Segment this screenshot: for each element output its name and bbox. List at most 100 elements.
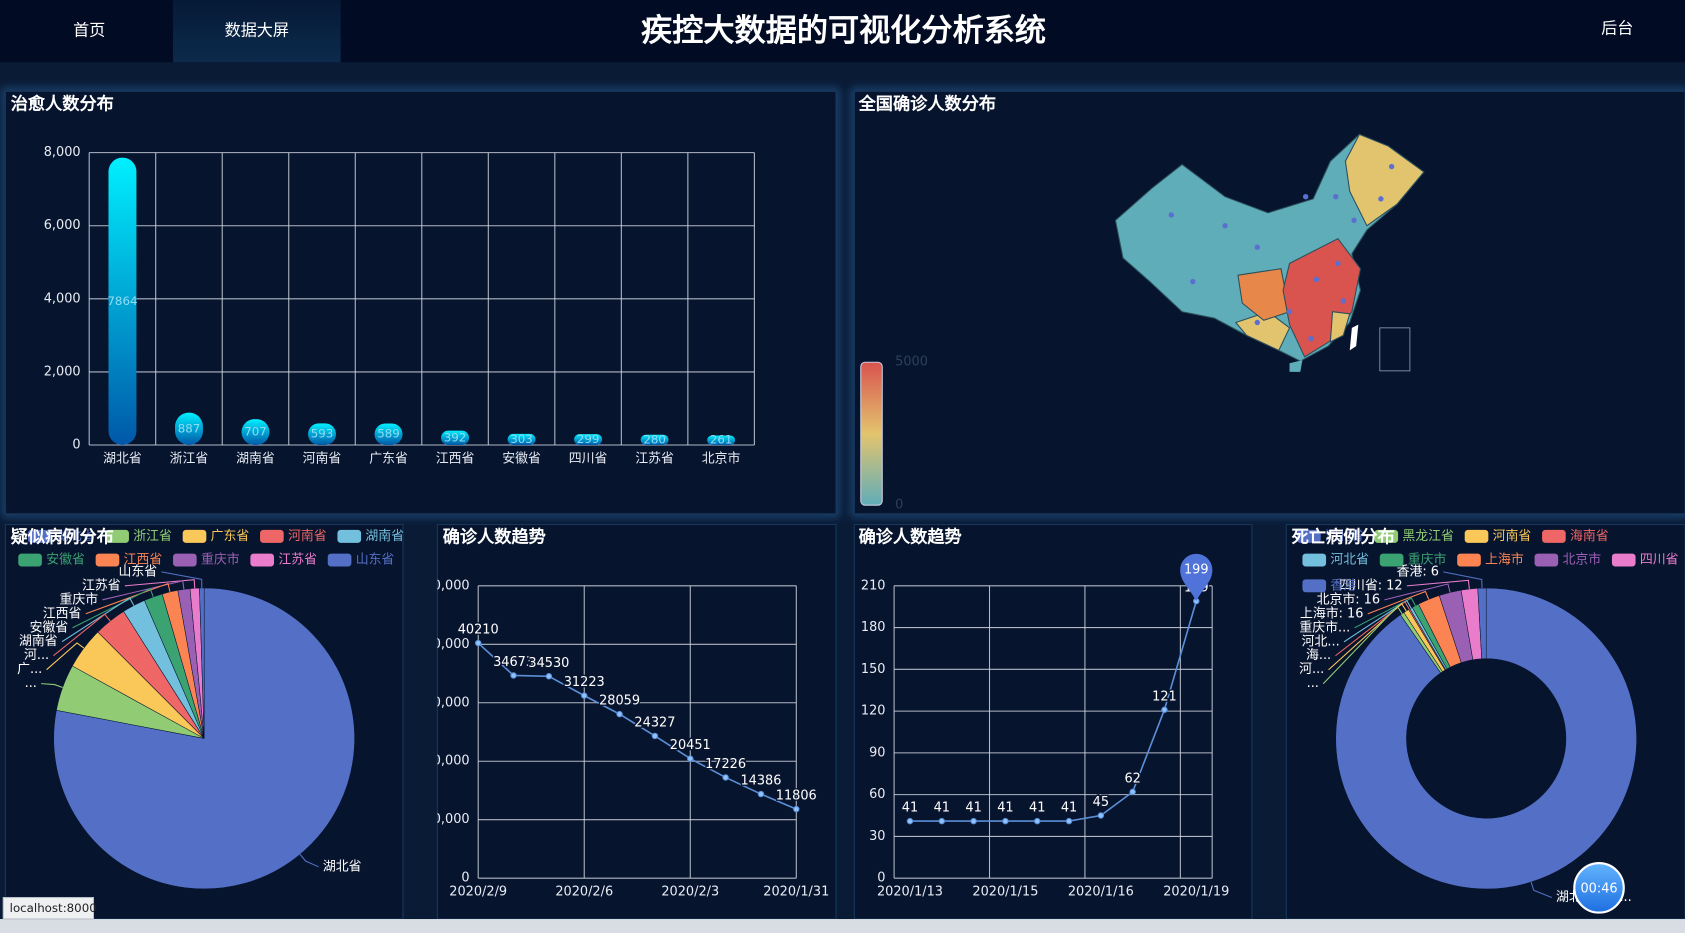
- y-tick-label: 90: [869, 745, 885, 760]
- x-tick-label: 四川省: [569, 451, 608, 466]
- legend-swatch[interactable]: [1297, 529, 1321, 543]
- legend-swatch[interactable]: [327, 553, 352, 567]
- nav-tab-active[interactable]: [173, 0, 341, 63]
- visual-map-min: 0: [895, 498, 903, 513]
- slice-label: 香港: 6: [1397, 564, 1439, 579]
- bar: [108, 157, 137, 446]
- label-line: [72, 588, 154, 629]
- legend-swatch[interactable]: [1542, 529, 1566, 543]
- line-point: [616, 710, 623, 718]
- bar-value-label: 392: [444, 430, 467, 444]
- bar: [574, 434, 603, 446]
- x-tick-label: 2020/2/3: [661, 885, 719, 900]
- legend-label: 河南省: [288, 528, 327, 544]
- point-label: 45: [1093, 795, 1109, 810]
- legend-swatch[interactable]: [18, 553, 42, 567]
- legend-swatch[interactable]: [173, 553, 197, 567]
- label-line: [61, 597, 135, 643]
- pie-slice: [53, 587, 355, 890]
- legend-swatch[interactable]: [337, 529, 362, 543]
- x-tick-label: 2020/1/31: [763, 885, 829, 900]
- y-tick-label: 6,000: [44, 218, 81, 233]
- china-map: [1114, 133, 1425, 372]
- label-line: [124, 579, 196, 589]
- legend-swatch[interactable]: [182, 529, 207, 543]
- nav-screen[interactable]: 数据大屏: [225, 21, 289, 40]
- label-line: [1443, 571, 1483, 589]
- label-line: [85, 582, 171, 615]
- bar-value-label: 593: [311, 427, 334, 441]
- x-tick-label: 河南省: [303, 450, 342, 466]
- label-line: [46, 642, 85, 671]
- legend-swatch[interactable]: [1302, 553, 1327, 567]
- legend-swatch[interactable]: [1374, 529, 1399, 543]
- line-point: [651, 732, 659, 740]
- legend-swatch[interactable]: [1464, 529, 1489, 543]
- slice-label: 重庆市...: [1299, 619, 1350, 635]
- point-label: 28059: [599, 694, 640, 709]
- legend-swatch[interactable]: [1302, 579, 1327, 593]
- pie-slice: [1335, 587, 1637, 890]
- line-point: [687, 755, 694, 762]
- map-region[interactable]: [1344, 133, 1425, 227]
- slice-label: 河...: [24, 648, 49, 663]
- visual-map-bar[interactable]: [860, 361, 883, 506]
- label-line: [41, 683, 63, 688]
- point-label: 41: [934, 801, 950, 816]
- slice-label: 重庆市: [60, 591, 99, 607]
- legend-swatch[interactable]: [260, 529, 284, 543]
- point-label: 34530: [528, 656, 569, 671]
- legend-swatch[interactable]: [1379, 553, 1404, 567]
- legend-swatch[interactable]: [105, 529, 129, 543]
- legend-swatch[interactable]: [1457, 553, 1481, 567]
- bar-value-label: 707: [244, 425, 267, 439]
- legend-label: 广东省: [211, 529, 250, 544]
- bar-value-label: 280: [643, 432, 666, 446]
- y-tick-label: 30,000: [425, 695, 470, 710]
- y-tick-label: 50,000: [425, 578, 470, 593]
- nav-admin[interactable]: 后台: [1601, 19, 1633, 38]
- legend-swatch[interactable]: [27, 529, 52, 543]
- map-dots: [1168, 163, 1395, 342]
- bar-value-label: 299: [577, 432, 600, 446]
- y-tick-label: 180: [861, 620, 886, 635]
- bar: [308, 423, 336, 446]
- label-line: [1343, 599, 1412, 643]
- line-point: [757, 790, 765, 798]
- map-region[interactable]: [1329, 311, 1351, 343]
- y-tick-label: 10,000: [425, 812, 470, 827]
- bar: [640, 434, 669, 446]
- bar: [707, 435, 736, 446]
- label-line: [1406, 579, 1470, 589]
- line-point: [970, 817, 977, 825]
- timer[interactable]: [1573, 862, 1625, 914]
- nav-home[interactable]: 首页: [73, 21, 105, 40]
- map-region[interactable]: [1237, 268, 1291, 321]
- y-tick-label: 8,000: [44, 145, 81, 160]
- legend-label: 河北省: [1330, 553, 1369, 568]
- map-region[interactable]: [1289, 360, 1303, 372]
- point-label: 41: [902, 801, 918, 816]
- label-line: [161, 571, 203, 588]
- x-tick-label: 江苏省: [635, 450, 674, 466]
- legend-label: 河南省: [1493, 528, 1532, 544]
- map-region[interactable]: [1349, 324, 1359, 351]
- y-tick-label: 30: [869, 829, 885, 844]
- legend-swatch[interactable]: [95, 553, 120, 567]
- legend-swatch[interactable]: [1611, 553, 1636, 567]
- bar-chart: 0 2,000 4,000 6,000 8,000 7864 湖北省 887 浙江省 707 湖南省…: [44, 145, 755, 466]
- legend-label: 上海市: [1485, 552, 1524, 568]
- legend-swatch[interactable]: [1534, 553, 1559, 567]
- panel-title: 确诊人数趋势: [859, 526, 962, 547]
- y-tick-label: 4,000: [44, 291, 81, 306]
- slice-label: 湖南省: [19, 633, 58, 649]
- bar-value-label: 589: [377, 427, 400, 441]
- status-box: [2, 896, 95, 920]
- mark-point: [1180, 553, 1213, 602]
- x-tick-label: 广东省: [369, 451, 408, 466]
- line-point: [581, 692, 588, 699]
- legend-swatch[interactable]: [250, 553, 275, 567]
- legend-label: 山东省: [356, 553, 395, 568]
- y-tick-label: 40,000: [425, 637, 470, 652]
- line-point: [1065, 817, 1073, 825]
